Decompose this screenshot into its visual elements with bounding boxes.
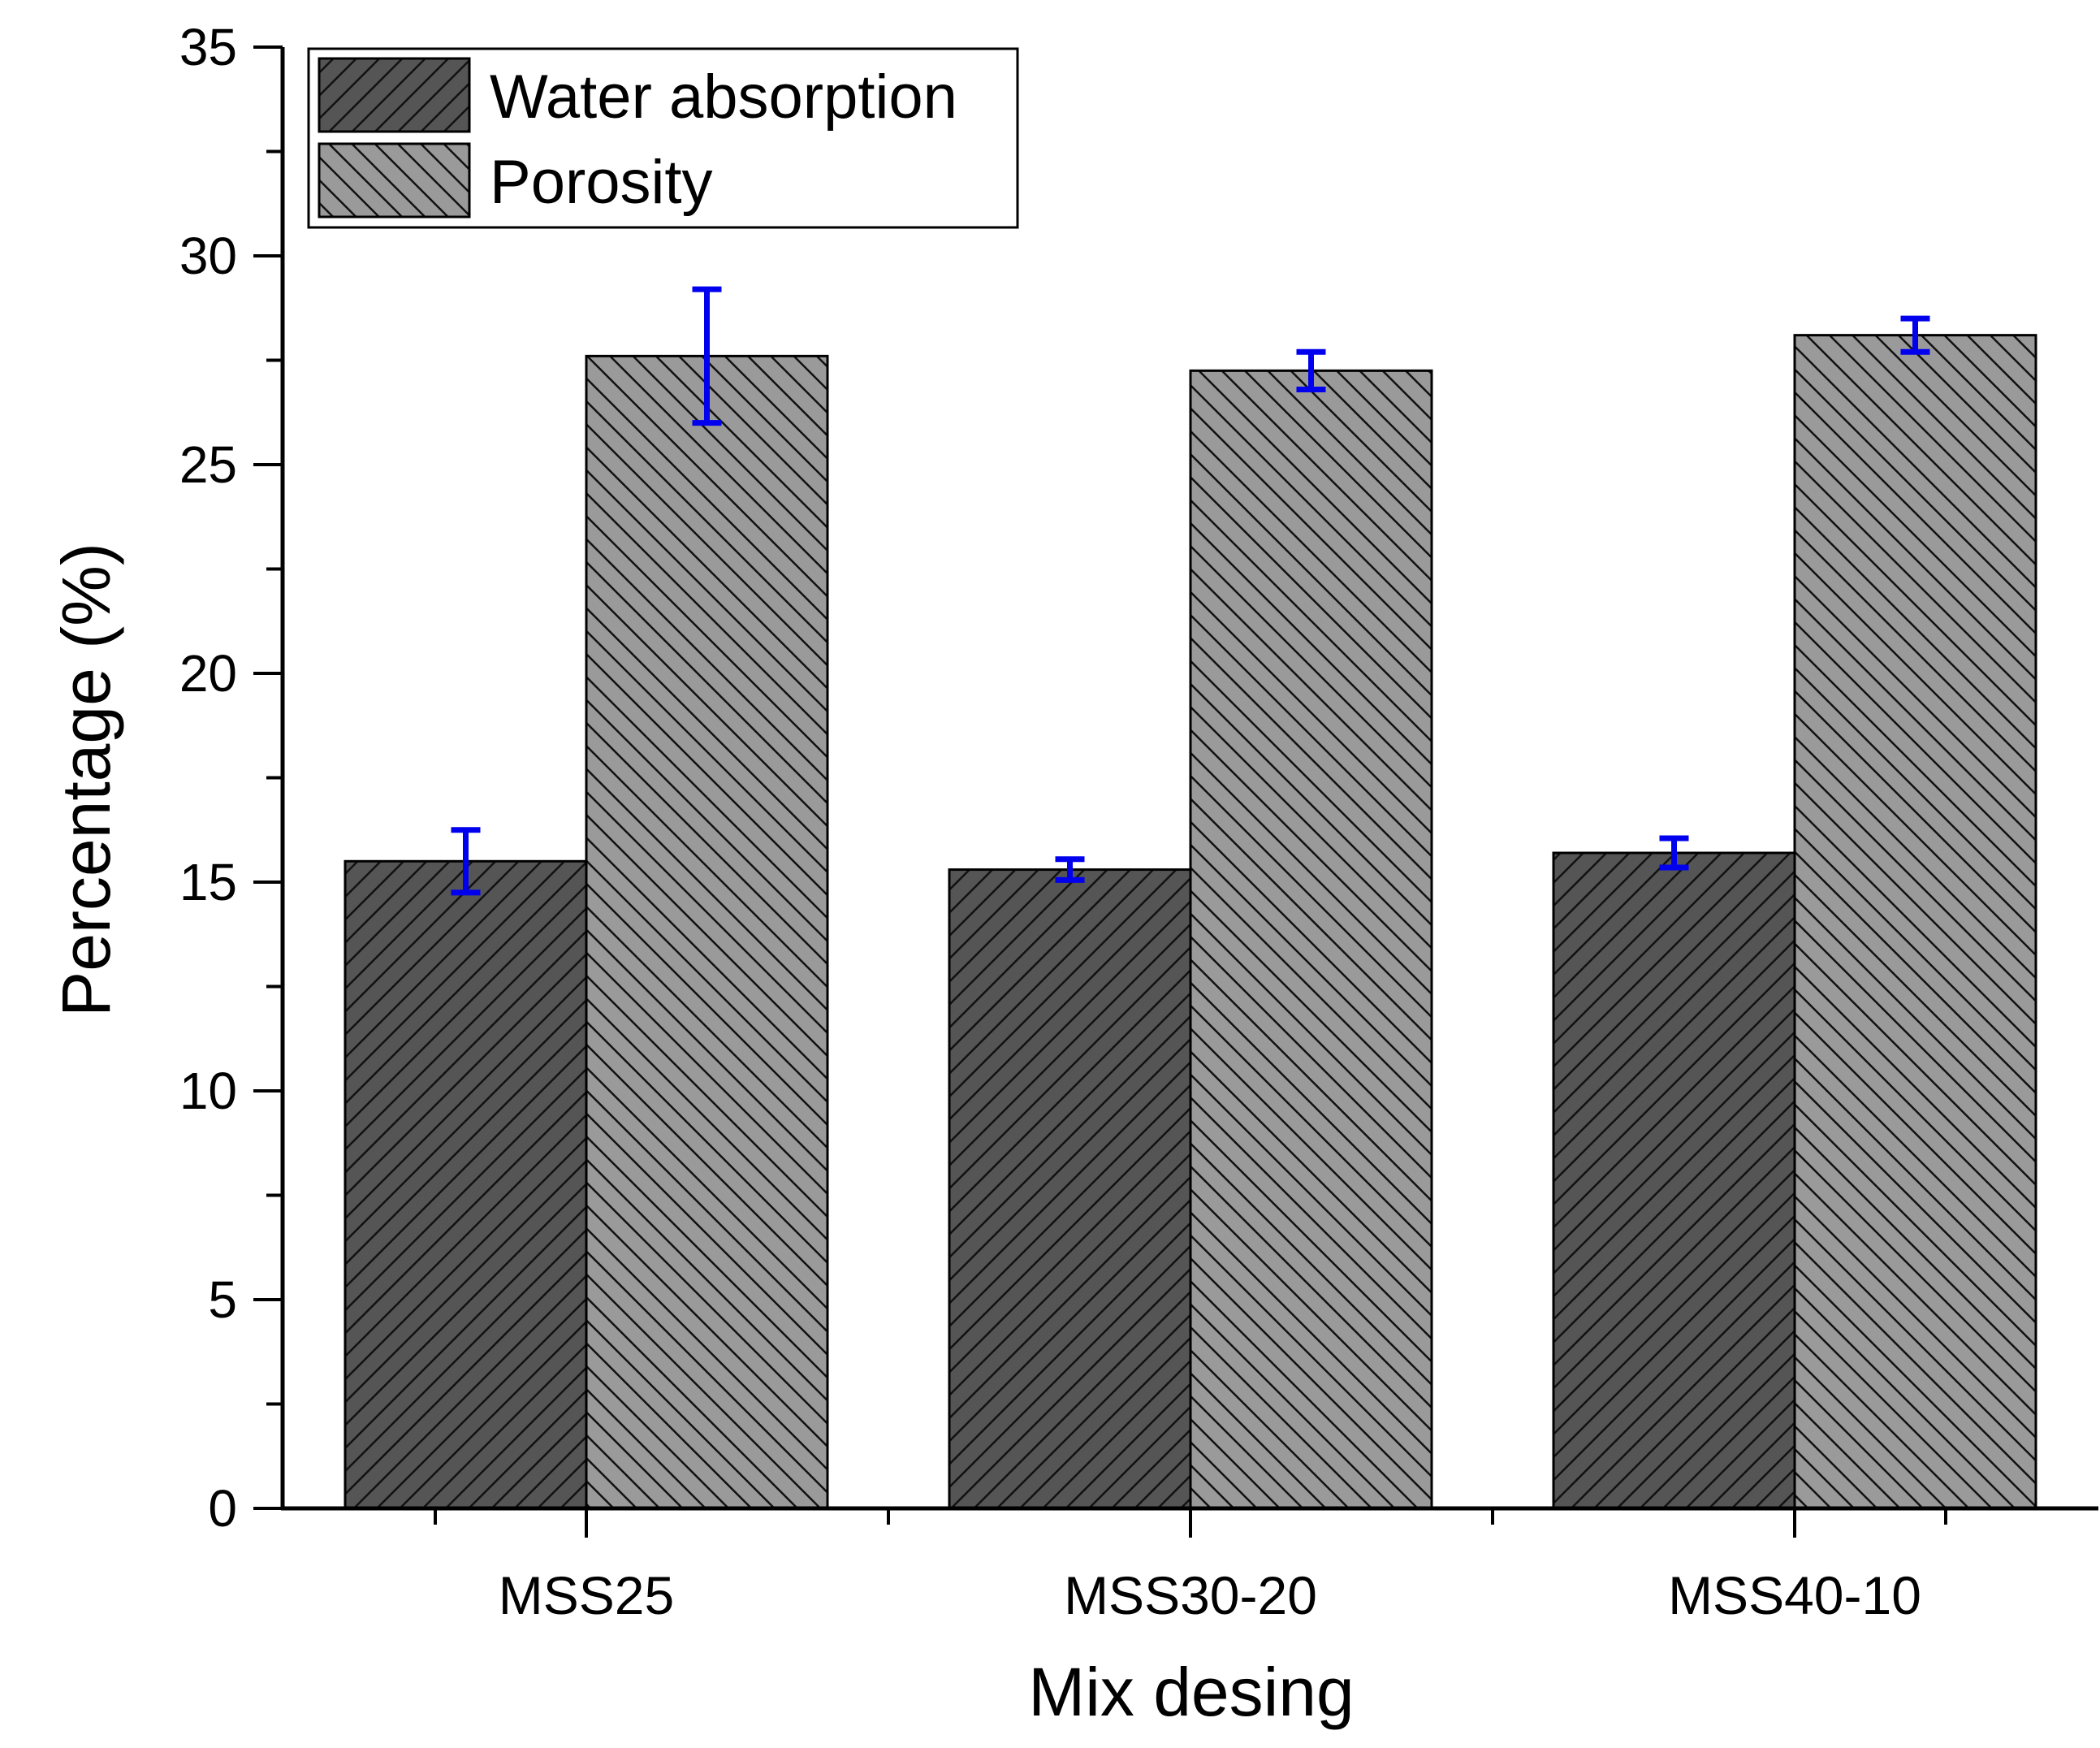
- x-axis-title: Mix desing: [1028, 1654, 1355, 1730]
- y-axis-title: Percentage (%): [48, 543, 124, 1017]
- error-bar-porosity-mss25: [692, 286, 722, 426]
- legend-swatch-water-absorption: [318, 57, 471, 133]
- error-bar-porosity-mss30-20: [1296, 348, 1326, 392]
- y-tick-label: 25: [179, 435, 237, 494]
- bar-porosity-mss25: [585, 354, 829, 1510]
- error-bar-water-absorption-mss40-10: [1659, 835, 1689, 871]
- y-tick-label: 0: [208, 1479, 237, 1538]
- legend-swatch-porosity: [318, 142, 471, 218]
- y-tick-label: 5: [208, 1270, 237, 1329]
- y-tick-label: 30: [179, 227, 237, 285]
- error-bars-layer: [451, 286, 1930, 896]
- x-tick-label: MSS30-20: [1064, 1565, 1317, 1625]
- x-tick-label: MSS25: [499, 1565, 674, 1625]
- bar-water-absorption-mss25: [344, 859, 588, 1510]
- y-tick-label: 20: [179, 644, 237, 703]
- legend-label-porosity: Porosity: [490, 148, 713, 217]
- error-bar-porosity-mss40-10: [1900, 315, 1930, 355]
- axes-layer: 0 5 10 15 20 25 30 35 MSS25 MSS30-20 MSS40-10: [179, 18, 2098, 1625]
- y-tick-label: 35: [179, 18, 237, 76]
- bar-porosity-mss40-10: [1793, 334, 2037, 1510]
- legend-label-water-absorption: Water absorption: [490, 63, 957, 132]
- error-bar-water-absorption-mss30-20: [1055, 856, 1085, 883]
- bar-porosity-mss30-20: [1189, 369, 1433, 1510]
- bar-water-absorption-mss30-20: [948, 868, 1192, 1510]
- bars-layer: [344, 334, 2037, 1510]
- x-tick-label: MSS40-10: [1668, 1565, 1921, 1625]
- y-tick-label: 10: [179, 1062, 237, 1120]
- y-tick-label: 15: [179, 853, 237, 911]
- bar-water-absorption-mss40-10: [1552, 851, 1796, 1510]
- legend: Water absorption Porosity: [307, 47, 1019, 229]
- error-bar-water-absorption-mss25: [451, 827, 481, 896]
